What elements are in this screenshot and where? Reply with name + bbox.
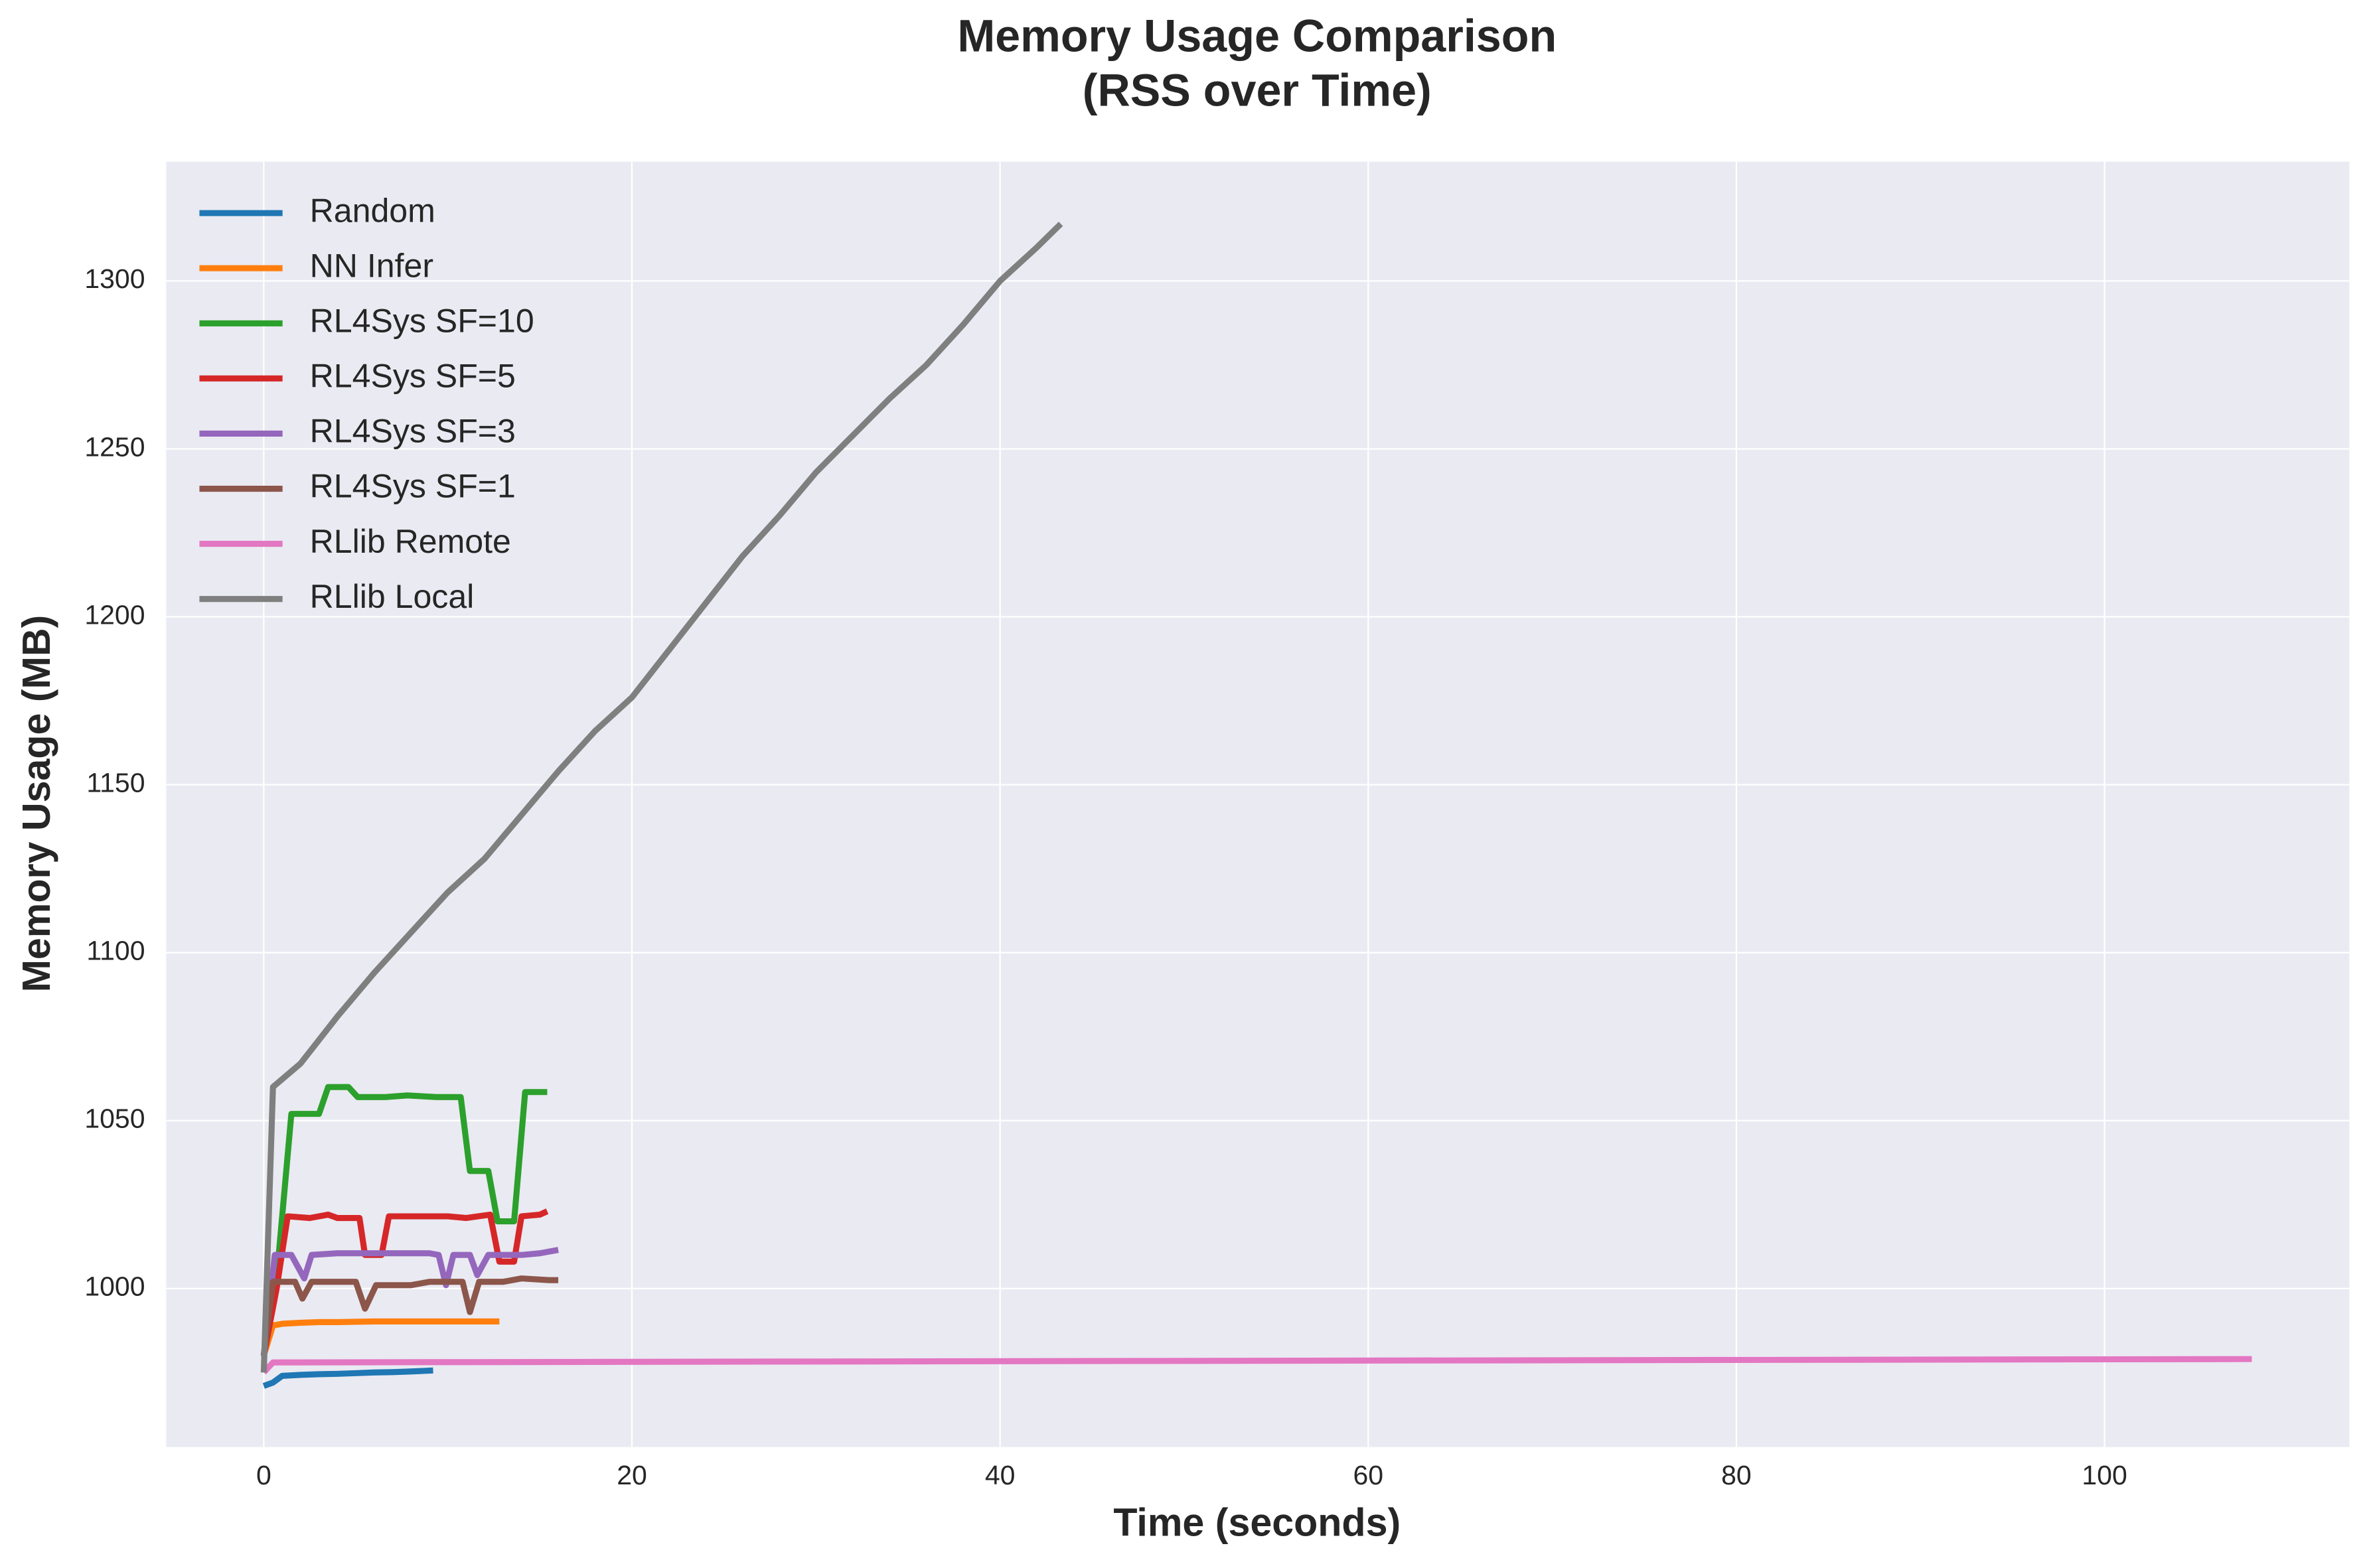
x-axis-label: Time (seconds) bbox=[1113, 1500, 1401, 1545]
x-tick-label: 100 bbox=[2082, 1460, 2127, 1490]
x-tick-label: 60 bbox=[1353, 1460, 1383, 1490]
data-line bbox=[260, 1275, 559, 1356]
legend-label: RLlib Remote bbox=[310, 523, 511, 560]
y-axis-label: Memory Usage (MB) bbox=[14, 615, 58, 993]
chart-title: Memory Usage Comparison bbox=[957, 11, 1557, 61]
legend-label: RLlib Local bbox=[310, 578, 475, 615]
y-tick-label: 1250 bbox=[84, 431, 145, 462]
legend-label: Random bbox=[310, 192, 435, 229]
legend-label: RL4Sys SF=10 bbox=[310, 302, 534, 339]
x-tick-label: 20 bbox=[617, 1460, 647, 1490]
x-tick-label: 80 bbox=[1721, 1460, 1752, 1490]
x-tick-label: 40 bbox=[985, 1460, 1016, 1490]
y-tick-label: 1000 bbox=[84, 1271, 145, 1302]
data-line bbox=[261, 1356, 2252, 1375]
legend-label: NN Infer bbox=[310, 247, 433, 284]
y-tick-label: 1150 bbox=[86, 767, 145, 798]
y-tick-label: 1050 bbox=[84, 1104, 145, 1134]
data-line bbox=[260, 1084, 548, 1356]
y-tick-label: 1200 bbox=[84, 599, 145, 630]
legend-label: RL4Sys SF=5 bbox=[310, 358, 516, 395]
x-tick-label: 0 bbox=[256, 1460, 271, 1490]
chart-title: (RSS over Time) bbox=[1083, 65, 1432, 115]
legend-label: RL4Sys SF=3 bbox=[310, 413, 516, 450]
data-line bbox=[260, 1247, 559, 1356]
data-line bbox=[260, 1318, 500, 1357]
legend-label: RL4Sys SF=1 bbox=[310, 468, 516, 505]
data-line bbox=[262, 1367, 433, 1389]
y-tick-label: 1100 bbox=[86, 936, 145, 966]
data-line bbox=[260, 222, 1063, 1373]
y-tick-label: 1300 bbox=[84, 263, 145, 294]
